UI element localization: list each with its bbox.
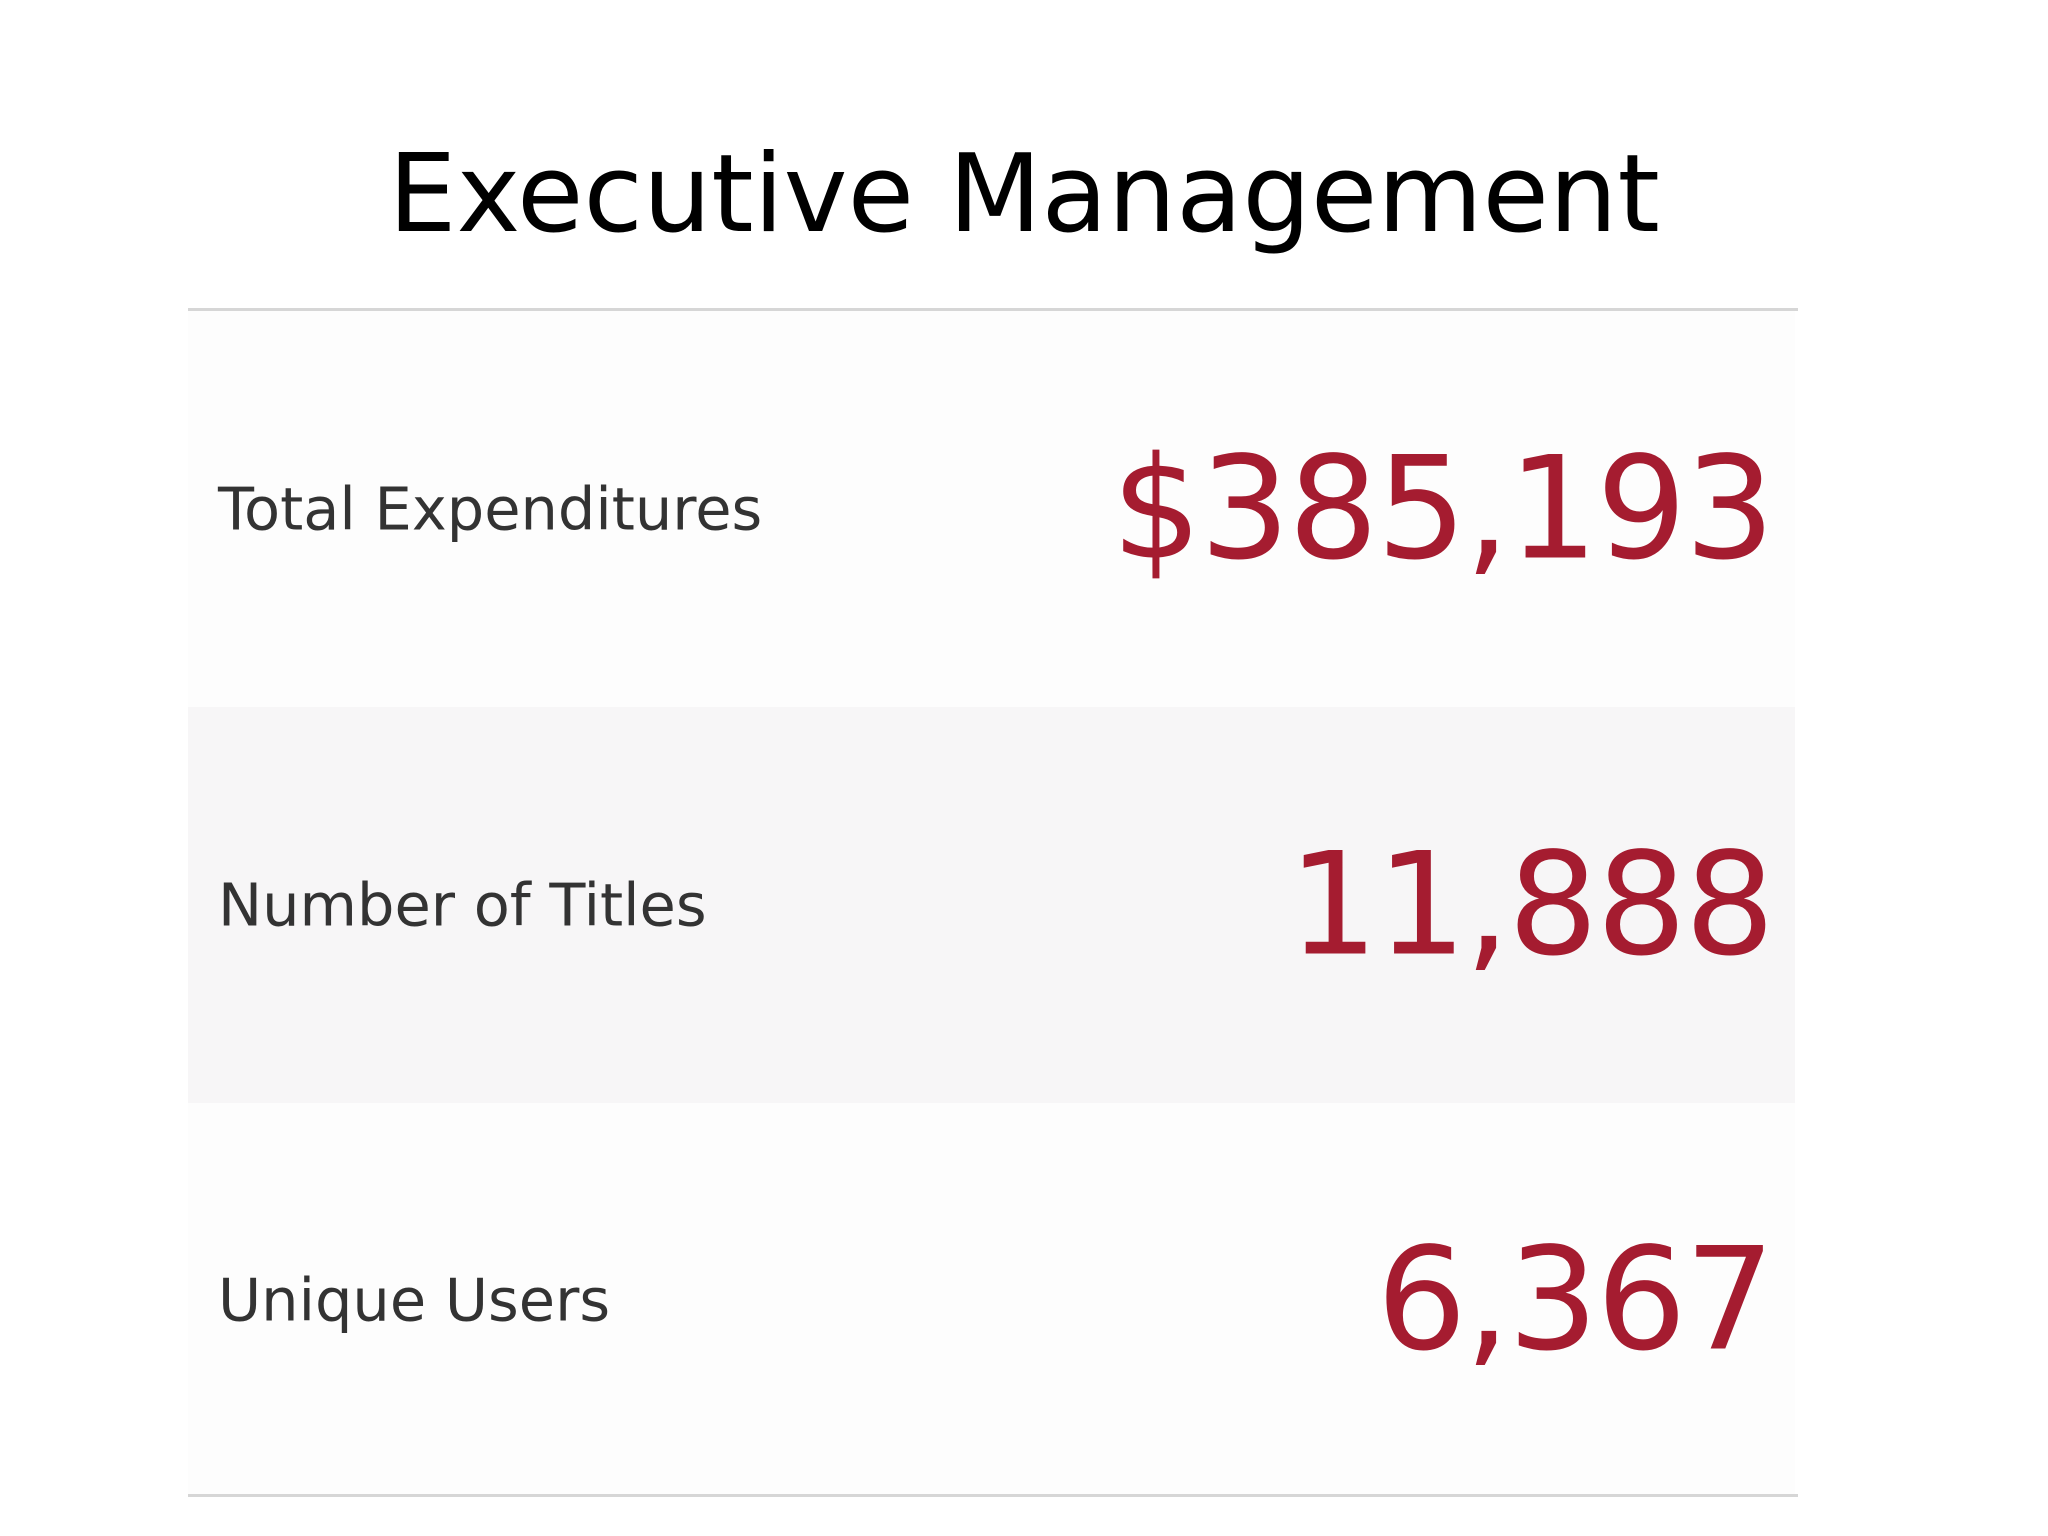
- kpi-label: Unique Users: [218, 1265, 611, 1334]
- kpi-value: $385,193: [1111, 426, 1775, 592]
- page-title: Executive Management: [388, 132, 1660, 257]
- kpi-value: 6,367: [1376, 1217, 1775, 1382]
- kpi-label: Total Expenditures: [218, 474, 763, 544]
- kpi-label: Number of Titles: [218, 870, 707, 940]
- bottom-divider: [188, 1494, 1798, 1497]
- kpi-row-number-of-titles: Number of Titles 11,888: [188, 707, 1795, 1103]
- kpi-row-total-expenditures: Total Expenditures $385,193: [188, 311, 1795, 707]
- top-divider: [188, 308, 1798, 311]
- kpi-row-unique-users: Unique Users 6,367: [188, 1103, 1795, 1496]
- kpi-table: Total Expenditures $385,193 Number of Ti…: [188, 311, 1795, 1496]
- kpi-value: 11,888: [1288, 822, 1775, 988]
